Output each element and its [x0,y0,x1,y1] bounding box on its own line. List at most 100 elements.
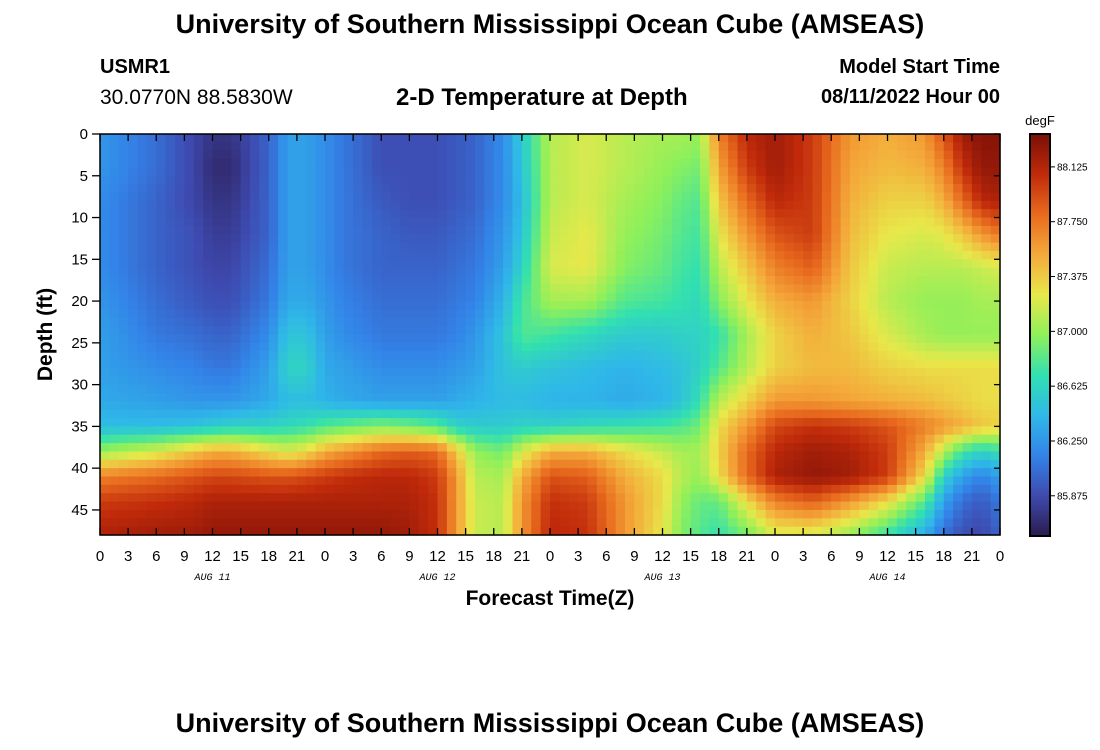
x-tick-label: 21 [739,548,756,565]
heatmap-cell [343,242,354,252]
heatmap-cell [981,376,992,386]
heatmap-cell [943,159,954,169]
heatmap-cell [437,234,448,244]
heatmap-cell [437,451,448,461]
y-tick-label: 40 [71,460,88,477]
heatmap-cell [793,451,804,461]
heatmap-cell [240,468,251,478]
heatmap-cell [128,192,139,202]
heatmap-cell [925,150,935,160]
heatmap-cell [643,259,654,269]
heatmap-cell [850,150,860,160]
heatmap-cell [831,192,842,202]
heatmap-cell [315,150,326,160]
heatmap-cell [531,134,542,143]
heatmap-cell [484,468,495,478]
heatmap-cell [128,401,139,411]
heatmap-cell [493,342,504,352]
heatmap-cell [925,217,935,227]
heatmap-cell [540,150,551,160]
heatmap-cell [840,376,851,386]
heatmap-cell [606,292,617,302]
heatmap-cell [512,334,523,344]
heatmap-cell [981,359,992,369]
heatmap-cell [296,167,307,177]
heatmap-cell [381,159,392,169]
heatmap-cell [559,501,570,511]
heatmap-cell [287,276,298,285]
heatmap-cell [803,267,814,277]
heatmap-cell [887,484,898,494]
heatmap-cell [137,409,148,419]
heatmap-cell [250,242,260,252]
heatmap-cell [746,159,757,169]
heatmap-cell [765,451,776,461]
heatmap-cell [906,234,917,244]
heatmap-cell [146,159,157,169]
heatmap-cell [850,317,860,327]
heatmap-cell [737,167,748,177]
heatmap-cell [475,259,485,269]
heatmap-cell [371,284,382,294]
heatmap-cell [240,434,251,444]
heatmap-cell [746,392,757,402]
heatmap-cell [212,284,223,294]
heatmap-cell [221,501,232,511]
heatmap-cell [446,284,457,294]
heatmap-cell [240,459,251,469]
heatmap-cell [971,384,982,394]
heatmap-cell [531,267,542,277]
heatmap-cell [906,443,917,453]
heatmap-cell [971,351,982,361]
heatmap-cell [625,234,635,244]
heatmap-cell [531,459,542,469]
heatmap-cell [559,276,570,285]
heatmap-cell [915,209,926,219]
heatmap-cell [437,351,448,361]
heatmap-cell [381,493,392,503]
heatmap-cell [287,159,298,169]
heatmap-cell [362,309,373,319]
heatmap-cell [268,443,279,453]
heatmap-cell [737,426,748,436]
heatmap-cell [550,418,560,427]
heatmap-cell [540,376,551,386]
heatmap-cell [521,493,532,503]
heatmap-cell [250,309,260,319]
heatmap-cell [306,326,317,336]
heatmap-cell [184,225,195,235]
heatmap-cell [268,250,279,260]
heatmap-cell [296,451,307,461]
heatmap-cell [915,200,926,210]
heatmap-cell [193,200,204,210]
heatmap-cell [278,284,289,294]
heatmap-cell [418,434,429,444]
heatmap-cell [540,509,551,519]
heatmap-cell [250,192,260,202]
heatmap-cell [193,384,204,394]
heatmap-cell [268,259,279,269]
heatmap-cell [268,175,279,185]
heatmap-cell [700,484,710,494]
heatmap-cell [559,242,570,252]
heatmap-cell [878,468,889,478]
heatmap-cell [540,518,551,528]
heatmap-cell [606,334,617,344]
heatmap-cell [456,192,467,202]
heatmap-cell [681,175,692,185]
heatmap-cell [400,342,410,352]
heatmap-cell [596,334,607,344]
heatmap-cell [128,301,139,311]
heatmap-cell [953,276,964,285]
heatmap-cell [643,301,654,311]
heatmap-cell [550,184,560,194]
heatmap-cell [550,150,560,160]
heatmap-cell [700,342,710,352]
heatmap-cell [746,342,757,352]
heatmap-cell [671,476,682,486]
heatmap-cell [165,518,176,528]
heatmap-cell [400,267,410,277]
heatmap-cell [278,234,289,244]
heatmap-cell [850,250,860,260]
heatmap-cell [634,384,645,394]
